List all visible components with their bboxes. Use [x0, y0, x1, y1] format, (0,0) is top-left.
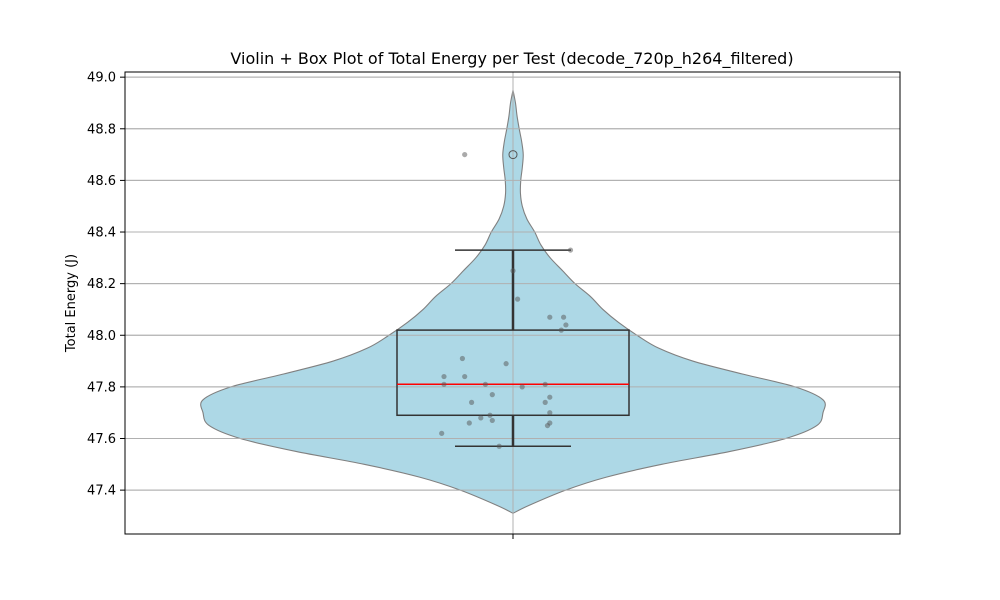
data-point [462, 151, 468, 158]
data-point [496, 443, 502, 449]
data-point [563, 322, 569, 328]
y-tick-label: 47.8 [87, 380, 116, 395]
interquartile-box [396, 329, 630, 417]
data-point [542, 381, 548, 387]
data-point [459, 355, 465, 362]
data-point [561, 314, 567, 320]
data-point [547, 394, 553, 400]
data-point [441, 373, 447, 380]
data-points-layer [439, 151, 574, 449]
y-tick-label: 48.6 [87, 174, 116, 189]
outlier-marker [508, 150, 518, 160]
data-point [487, 412, 493, 418]
data-point [567, 247, 574, 253]
data-point [519, 384, 525, 390]
box-plot-layer [396, 150, 630, 447]
y-tick-label: 47.6 [87, 432, 116, 447]
chart-title: Violin + Box Plot of Total Energy per Te… [230, 49, 793, 69]
y-axis-label: Total Energy (J) [64, 254, 79, 353]
y-tick-label: 48.8 [87, 122, 116, 137]
data-point [439, 430, 445, 436]
data-point [547, 410, 553, 416]
data-point [466, 420, 472, 426]
data-point [547, 314, 553, 320]
data-point [441, 381, 447, 387]
data-point [478, 415, 484, 421]
data-point [542, 399, 548, 405]
y-tick-label: 48.4 [87, 226, 116, 241]
y-tick-label: 48.0 [87, 329, 116, 344]
y-tick-label: 48.2 [87, 277, 116, 292]
data-point [558, 327, 564, 333]
data-point [515, 296, 521, 302]
data-point [503, 361, 509, 367]
data-point [510, 268, 516, 274]
y-tick-label: 47.4 [87, 484, 116, 499]
y-axis-ticks: 47.4 47.6 47.8 48.0 48.2 48.4 48.6 48.8 49.0 [87, 71, 125, 499]
data-point [469, 399, 475, 405]
data-point [482, 381, 488, 387]
y-tick-label: 49.0 [87, 71, 116, 86]
data-point [489, 392, 495, 398]
data-point [462, 373, 468, 380]
data-point [544, 422, 551, 429]
data-point [489, 417, 495, 424]
